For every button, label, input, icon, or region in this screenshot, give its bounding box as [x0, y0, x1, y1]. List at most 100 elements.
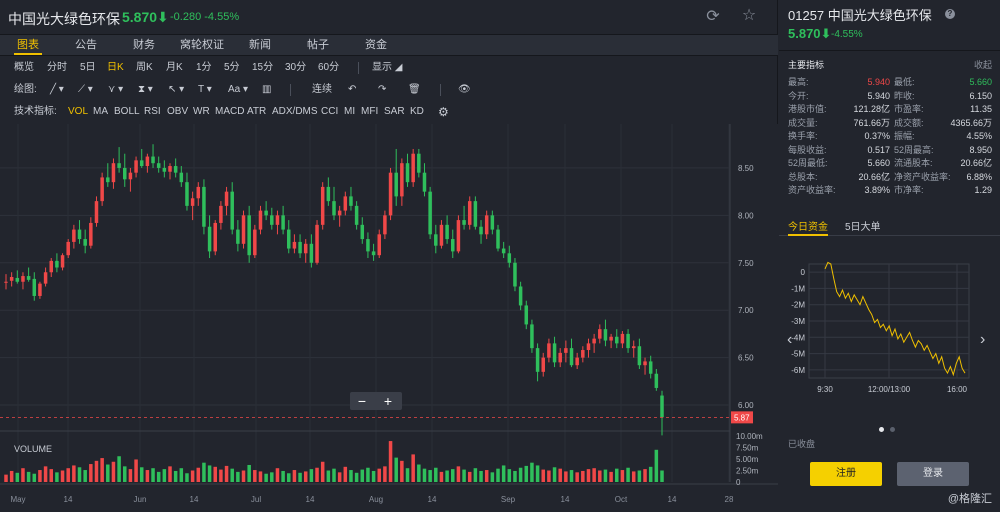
tab-chart[interactable]: 图表 [0, 35, 56, 55]
zoom-in-button[interactable]: + [384, 393, 392, 409]
candle-body [123, 167, 127, 180]
volume-bar [366, 467, 370, 482]
kline-chart[interactable]: 8.50 8.00 7.50 7.00 6.50 6.00 May 14 Jun 14 Jul 14 A… [0, 124, 778, 512]
indicator-key: 最低: [894, 77, 915, 87]
period-60min[interactable]: 60分 [318, 62, 340, 73]
volume-bar [309, 469, 314, 482]
tab-announcements[interactable]: 公告 [75, 39, 97, 51]
volume-bar [434, 467, 438, 482]
star-icon[interactable]: ☆ [741, 7, 757, 24]
candle-body [535, 348, 540, 372]
volume-bar [558, 468, 562, 482]
prev-arrow-icon[interactable]: ‹ [787, 331, 792, 348]
period-5day[interactable]: 5日 [80, 62, 96, 73]
candle-body [270, 215, 274, 225]
indicator-value: 6.150 [969, 90, 992, 101]
period-overview[interactable]: 概览 [14, 62, 34, 73]
pattern-tool-icon[interactable]: ⋎ ▾ [108, 84, 124, 95]
register-button[interactable]: 注册 [810, 462, 882, 486]
indicator-obv[interactable]: OBV [167, 106, 189, 117]
main-panel: 中国光大绿色环保 5.870⬇ -0.280 -4.55% ⟳ ☆ 图表 公告 … [0, 0, 778, 512]
trash-icon[interactable]: 🗑 [408, 84, 421, 95]
display-menu[interactable]: 显示 ◢ [372, 62, 403, 73]
period-5min[interactable]: 5分 [224, 62, 240, 73]
side-panel: 01257 中国光大绿色环保 ? 5.870⬇ -4.55% 主要指标 收起 最… [779, 0, 1000, 512]
indicator-boll[interactable]: BOLL [114, 106, 140, 117]
candle-body [213, 222, 217, 252]
volume-y-tick-label: 0 [736, 478, 741, 487]
period-15min[interactable]: 15分 [252, 62, 274, 73]
period-30min[interactable]: 30分 [285, 62, 307, 73]
refresh-icon[interactable]: ⟳ [706, 8, 720, 25]
candle-body [643, 361, 647, 366]
volume-bar [253, 470, 257, 482]
tab-5day-large-orders[interactable]: 5日大单 [845, 222, 881, 233]
indicator-mfi[interactable]: MFI [361, 106, 379, 117]
ruler-tool-icon[interactable]: ▥ [262, 84, 272, 95]
arrow-tool-icon[interactable]: ↖ ▾ [168, 84, 185, 95]
volume-bar [439, 471, 444, 482]
next-arrow-icon[interactable]: › [980, 331, 985, 348]
line-tool-icon[interactable]: ╱ ▾ [50, 84, 64, 95]
period-weekly-k[interactable]: 周K [136, 62, 153, 73]
tab-capital[interactable]: 资金 [365, 39, 387, 51]
candle-body [518, 286, 523, 306]
indicator-sar[interactable]: SAR [384, 106, 405, 117]
volume-bar [535, 465, 540, 482]
font-tool-icon[interactable]: Aa ▾ [228, 84, 249, 95]
volume-bar [371, 470, 376, 482]
tab-posts[interactable]: 帖子 [307, 39, 329, 51]
indicator-atr[interactable]: ATR [247, 106, 267, 117]
indicator-kd[interactable]: KD [410, 106, 424, 117]
eye-icon[interactable]: 👁 [458, 84, 471, 95]
candle-body [626, 333, 630, 349]
tab-financials[interactable]: 财务 [133, 39, 155, 51]
indicator-macd[interactable]: MACD [215, 106, 245, 117]
continuous-toggle[interactable]: 连续 [312, 84, 332, 95]
indicator-mi[interactable]: MI [344, 106, 356, 117]
zoom-out-button[interactable]: − [358, 393, 366, 409]
tab-news[interactable]: 新闻 [249, 39, 271, 51]
indicator-row: 最高: 5.940 最低: 5.660 [788, 76, 992, 90]
undo-icon[interactable]: ↶ [348, 84, 357, 95]
indicator-row: 总股本: 20.66亿 净资产收益率: 6.88% [788, 171, 992, 185]
period-1min[interactable]: 1分 [196, 62, 212, 73]
help-icon[interactable]: ? [945, 9, 955, 19]
period-monthly-k[interactable]: 月K [166, 62, 183, 73]
divider [440, 84, 441, 96]
period-daily-k[interactable]: 日K [107, 62, 124, 73]
indicator-adx[interactable]: ADX/DMS [272, 106, 318, 117]
indicator-vol[interactable]: VOL [68, 106, 89, 117]
indicator-cci[interactable]: CCI [321, 106, 339, 117]
candle-body [479, 226, 483, 235]
indicator-wr[interactable]: WR [193, 106, 210, 117]
y-tick-label: 8.50 [738, 164, 754, 173]
candle-body [473, 201, 478, 227]
volume-bar [660, 470, 664, 482]
carousel-dot-active[interactable] [879, 427, 884, 432]
candle-body [303, 243, 308, 254]
tab-warrants[interactable]: 窝轮权证 [180, 39, 224, 51]
period-intraday[interactable]: 分时 [47, 62, 67, 73]
tab-today-funds[interactable]: 今日资金 [788, 222, 828, 233]
candle-body [451, 239, 455, 252]
candle-body [156, 163, 161, 168]
text-tool-icon[interactable]: T ▾ [198, 84, 212, 95]
redo-icon[interactable]: ↷ [378, 84, 387, 95]
indicator-rsi[interactable]: RSI [144, 106, 161, 117]
fib-tool-icon[interactable]: ⧗ ▾ [138, 84, 153, 95]
indicator-ma[interactable]: MA [93, 106, 108, 117]
settings-gear-icon[interactable]: ⚙ [438, 105, 449, 119]
mini-y-tick-label: -4M [791, 333, 805, 342]
indicator-key: 净资产收益率: [894, 171, 951, 182]
volume-bar [490, 472, 495, 482]
ray-tool-icon[interactable]: ⟋ ▾ [78, 84, 93, 95]
collapse-button[interactable]: 收起 [973, 60, 992, 70]
login-button[interactable]: 登录 [897, 462, 969, 486]
volume-bar [467, 471, 472, 482]
kline-chart-area[interactable]: 8.50 8.00 7.50 7.00 6.50 6.00 May 14 Jun 14 Jul 14 A… [0, 124, 778, 512]
mini-y-tick-label: 0 [801, 268, 806, 277]
candle-body [315, 224, 319, 263]
candle-body [292, 241, 297, 249]
carousel-dot[interactable] [890, 427, 895, 432]
